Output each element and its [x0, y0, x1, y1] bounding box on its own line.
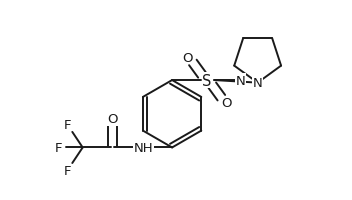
Text: F: F: [54, 141, 62, 154]
Text: N: N: [253, 77, 263, 90]
Text: F: F: [64, 118, 71, 131]
Text: N: N: [236, 74, 246, 87]
Text: S: S: [202, 73, 212, 88]
Text: NH: NH: [134, 141, 153, 154]
Text: O: O: [221, 97, 232, 110]
Text: O: O: [182, 51, 193, 64]
Text: F: F: [64, 164, 71, 177]
Text: O: O: [107, 113, 118, 126]
